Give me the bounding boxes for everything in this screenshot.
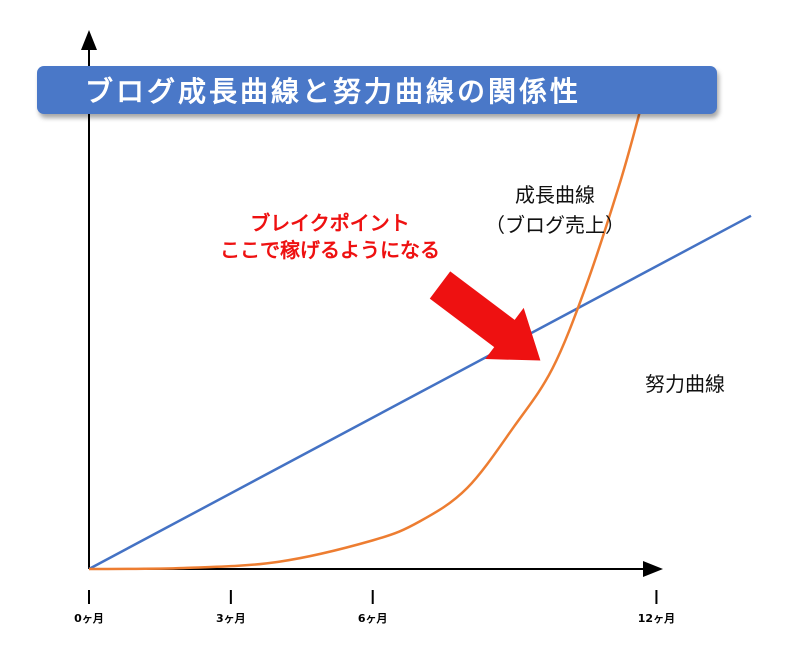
x-ticks: 0ヶ月 3ヶ月 6ヶ月 12ヶ月 xyxy=(74,590,675,625)
x-tick-label-2: 6ヶ月 xyxy=(358,612,388,625)
y-axis-arrow-icon xyxy=(81,30,97,50)
growth-curve-label-line2: （ブログ売上） xyxy=(485,213,625,237)
breakpoint-arrow-shape xyxy=(429,271,541,361)
x-tick-label-3: 12ヶ月 xyxy=(638,612,675,625)
breakpoint-label-line2: ここで稼げるようになる xyxy=(220,238,440,262)
series-lines xyxy=(88,81,752,571)
series-line-1 xyxy=(88,81,649,571)
x-axis-arrow-icon xyxy=(643,561,663,577)
breakpoint-label: ブレイクポイント ここで稼げるようになる xyxy=(150,210,510,264)
growth-curve-label-line1: 成長曲線 xyxy=(515,183,595,207)
title-banner: ブログ成長曲線と努力曲線の関係性 xyxy=(37,66,717,114)
breakpoint-arrow-icon xyxy=(429,271,541,361)
series-line-0 xyxy=(88,214,752,571)
breakpoint-label-line1: ブレイクポイント xyxy=(250,211,410,235)
effort-curve-label: 努力曲線 xyxy=(645,372,725,396)
x-tick-label-0: 0ヶ月 xyxy=(74,612,104,625)
x-tick-label-1: 3ヶ月 xyxy=(216,612,246,625)
growth-curve-label: 成長曲線 （ブログ売上） xyxy=(470,180,640,240)
chart-title: ブログ成長曲線と努力曲線の関係性 xyxy=(85,75,582,108)
